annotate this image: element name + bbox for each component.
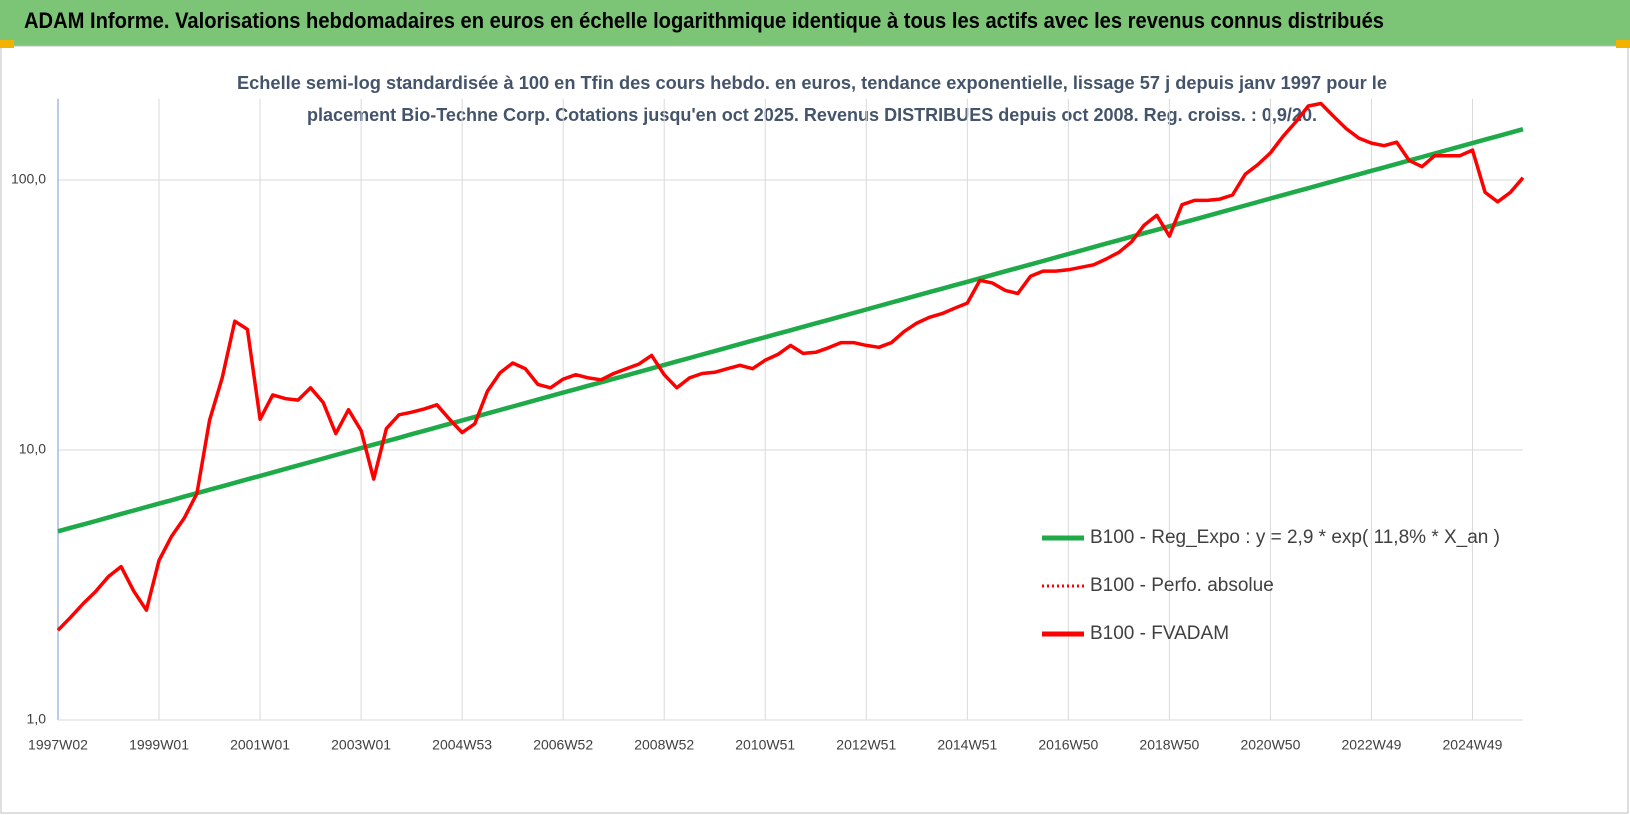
legend-label: B100 - FVADAM [1090,623,1229,644]
x-tick-label: 2004W53 [432,737,492,753]
x-tick-label: 2008W52 [634,737,694,753]
x-tick-label: 2018W50 [1139,737,1199,753]
x-tick-label: 1999W01 [129,737,189,753]
x-tick-label: 2001W01 [230,737,290,753]
chart-title: ADAM Informe. Valorisations hebdomadaire… [24,8,1384,33]
y-tick-label: 10,0 [19,441,46,457]
corner-marker [1616,40,1630,48]
x-tick-label: 2003W01 [331,737,391,753]
x-tick-label: 2016W50 [1038,737,1098,753]
x-tick-label: 2024W49 [1443,737,1503,753]
x-tick-label: 2020W50 [1240,737,1300,753]
header-band [0,0,1630,46]
x-tick-label: 1997W02 [28,737,88,753]
chart-subtitle: Echelle semi-log standardisée à 100 en T… [237,73,1387,93]
x-tick-label: 2014W51 [937,737,997,753]
chart-subtitle: placement Bio-Techne Corp. Cotations jus… [307,105,1317,125]
y-tick-label: 1,0 [27,711,47,727]
data-line [57,127,1524,534]
x-tick-label: 2006W52 [533,737,593,753]
legend-label: B100 - Perfo. absolue [1090,575,1274,596]
x-tick-label: 2010W51 [735,737,795,753]
y-tick-label: 100,0 [11,171,46,187]
legend-label: B100 - Reg_Expo : y = 2,9 * exp( 11,8% *… [1090,527,1500,548]
x-tick-label: 2012W51 [836,737,896,753]
data-line [56,101,1525,632]
x-tick-label: 2022W49 [1341,737,1401,753]
corner-marker [0,40,14,48]
chart-frame [0,45,1629,814]
